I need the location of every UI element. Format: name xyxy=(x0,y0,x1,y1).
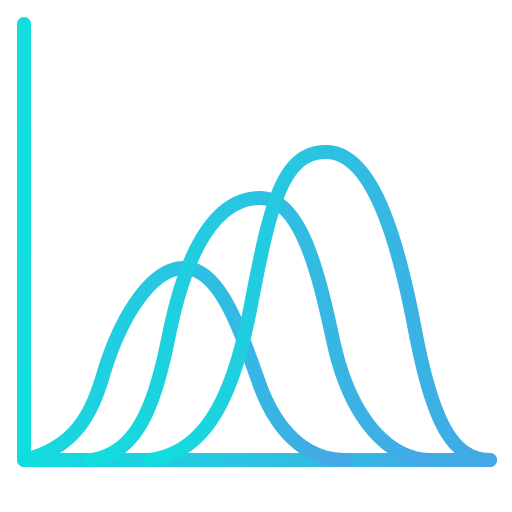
curve-medium xyxy=(85,191,437,467)
curve-large xyxy=(143,145,497,467)
